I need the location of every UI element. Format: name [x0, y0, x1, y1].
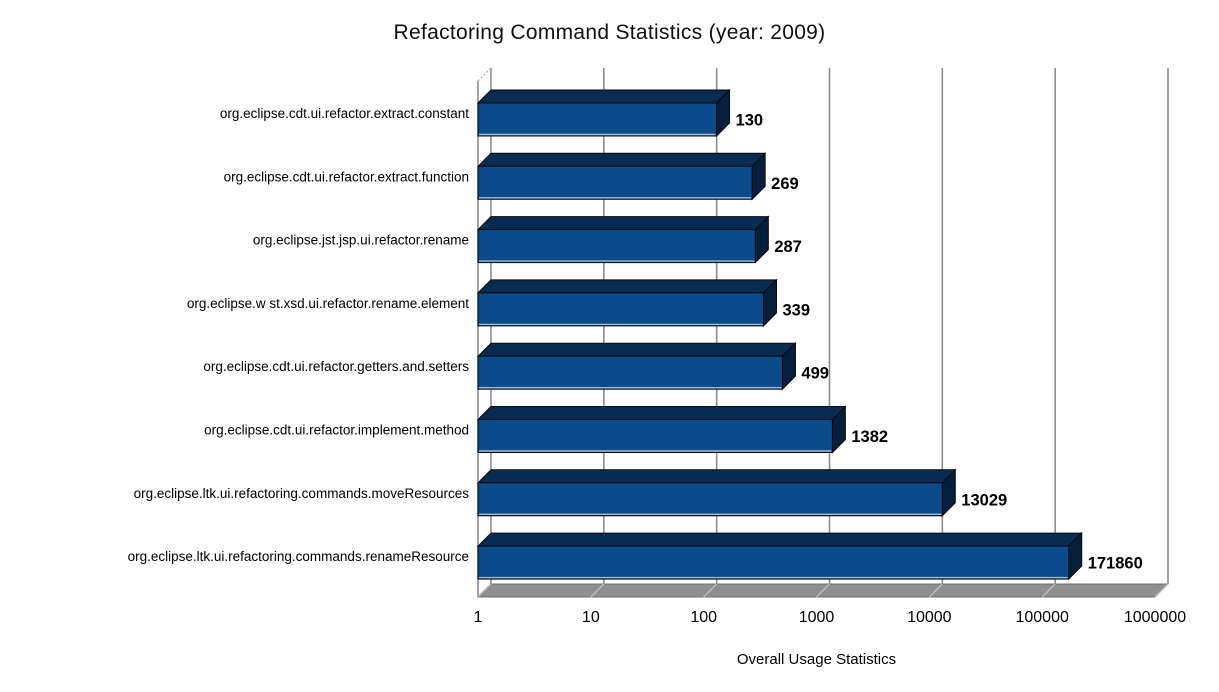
x-tick-label: 1000000: [1124, 609, 1186, 626]
bar-value-label: 499: [801, 365, 829, 383]
x-axis-title: Overall Usage Statistics: [737, 651, 896, 668]
bar-front-face: [477, 102, 718, 137]
bar: [476, 405, 847, 454]
x-tick-label: 10000: [907, 609, 952, 626]
top-left-corner-edge: [477, 67, 492, 82]
x-tick-label: 1: [474, 609, 483, 626]
bar-front-face: [477, 419, 833, 453]
bar-front-face: [477, 355, 783, 390]
bar: [476, 468, 957, 518]
category-label: org.eclipse.cdt.ui.refactor.implement.me…: [204, 423, 469, 438]
chart-title: Refactoring Command Statistics (year: 20…: [393, 21, 826, 44]
x-tick-label: 100000: [1015, 609, 1068, 626]
bar-front-face: [477, 545, 1070, 580]
bar: [476, 278, 778, 328]
x-tick-label: 10: [582, 609, 600, 626]
category-label: org.eclipse.jst.jsp.ui.refactor.rename: [253, 233, 469, 248]
bar-top-face: [476, 152, 767, 167]
category-label: org.eclipse.cdt.ui.refactor.extract.cons…: [220, 106, 469, 121]
bar-value-label: 269: [771, 175, 799, 193]
category-label: org.eclipse.cdt.ui.refactor.getters.and.…: [203, 359, 469, 374]
bar-top-face: [476, 342, 797, 357]
bar-value-label: 287: [774, 238, 802, 256]
bar-value-label: 171860: [1088, 555, 1143, 573]
bottom-left-corner-edge: [477, 583, 492, 598]
bar-top-face: [476, 279, 778, 294]
category-label: org.eclipse.ltk.ui.refactoring.commands.…: [134, 486, 470, 501]
bar-top-face: [476, 469, 957, 484]
category-label: org.eclipse.cdt.ui.refactor.extract.func…: [224, 169, 469, 184]
floor-seam-line: [1041, 583, 1056, 598]
x-tick-label: 100: [690, 609, 717, 626]
bar: [476, 152, 767, 201]
bar-front-face: [477, 165, 753, 200]
bar: [476, 215, 770, 264]
bar-top-face: [476, 89, 731, 104]
x-tick-label: 1000: [799, 609, 835, 626]
category-label: org.eclipse.ltk.ui.refactoring.commands.…: [128, 549, 469, 564]
bar: [476, 531, 1083, 581]
floor-seam-line: [703, 583, 718, 598]
bar-top-face: [476, 532, 1083, 547]
bar-value-label: 339: [782, 301, 810, 319]
floor-seam-line: [928, 583, 943, 598]
bar-front-face: [477, 229, 756, 264]
floor-seam-line: [1154, 583, 1169, 598]
bar-value-label: 13029: [961, 491, 1007, 509]
bar-value-label: 1382: [851, 428, 888, 446]
bar: [476, 88, 731, 138]
bar: [476, 341, 797, 391]
bar-front-face: [477, 292, 764, 327]
category-label: org.eclipse.w st.xsd.ui.refactor.rename.…: [187, 296, 469, 311]
floor-seam-line: [590, 583, 605, 598]
bar-front-face: [477, 482, 943, 517]
bar-top-face: [476, 216, 770, 231]
floor-seam-line: [816, 583, 830, 598]
bar-value-label: 130: [736, 112, 764, 130]
bar-top-face: [476, 406, 847, 420]
